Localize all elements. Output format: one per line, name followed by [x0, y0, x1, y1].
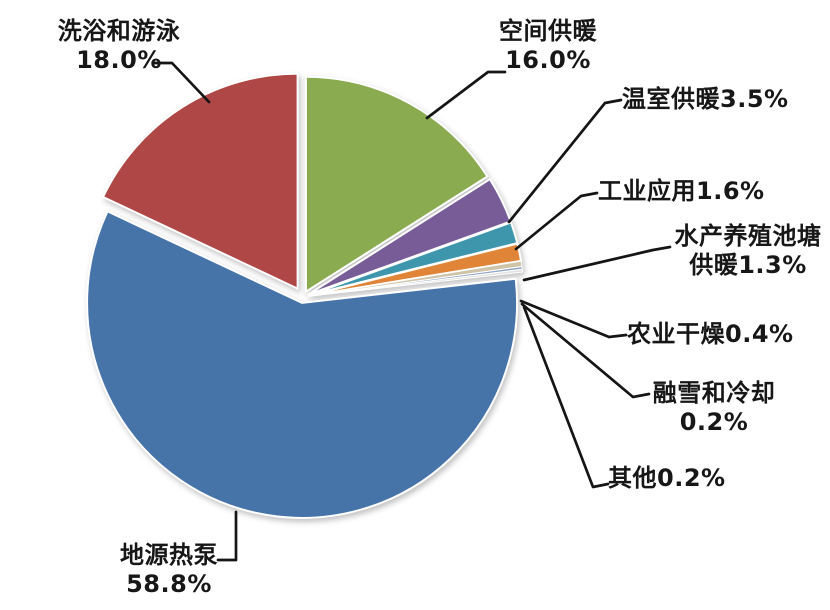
pie-slice-ground-source-heat-pump — [86, 210, 519, 519]
leader-bathing-swimming — [151, 61, 211, 104]
leader-space-heating — [425, 70, 507, 120]
leader-snow-melting-cooling — [520, 302, 651, 399]
pie-slice-bathing-swimming — [102, 72, 299, 290]
leader-other — [522, 305, 610, 489]
label-aquaculture-pond-value: 供暖1.3% — [689, 251, 807, 280]
label-bathing-swimming-value: 18.0% — [76, 46, 162, 75]
label-snow-melting-cooling: 融雪和冷却 0.2% — [644, 379, 784, 438]
label-snow-melting-cooling-name: 融雪和冷却 — [652, 379, 776, 407]
leader-lines — [151, 61, 672, 562]
label-ground-source-heat-pump: 地源热泵 58.8% — [99, 541, 239, 600]
label-greenhouse-heating-text: 温室供暖3.5% — [622, 85, 789, 113]
label-agricultural-drying: 农业干燥0.4% — [627, 320, 794, 349]
leader-ground-source-heat-pump — [216, 510, 238, 562]
label-industrial-use: 工业应用1.6% — [598, 177, 765, 206]
leader-industrial-use — [514, 191, 599, 251]
label-ground-source-heat-pump-value: 58.8% — [126, 570, 212, 599]
label-industrial-use-text: 工业应用1.6% — [598, 177, 765, 205]
label-bathing-swimming: 洗浴和游泳 18.0% — [39, 17, 199, 76]
leader-aquaculture-pond — [522, 245, 672, 282]
leader-greenhouse-heating — [507, 98, 623, 224]
label-other-text: 其他0.2% — [608, 464, 726, 492]
label-other: 其他0.2% — [608, 464, 726, 493]
pie-slice-space-heating — [304, 75, 489, 293]
label-ground-source-heat-pump-name: 地源热泵 — [120, 541, 218, 569]
label-bathing-swimming-name: 洗浴和游泳 — [57, 17, 181, 45]
label-space-heating-value: 16.0% — [505, 46, 591, 75]
label-aquaculture-pond: 水产养殖池塘 供暖1.3% — [666, 222, 830, 281]
label-space-heating-name: 空间供暖 — [499, 17, 597, 45]
leader-agricultural-drying — [519, 299, 628, 339]
pie-slice-other — [308, 268, 524, 297]
label-space-heating: 空间供暖 16.0% — [468, 17, 628, 76]
label-greenhouse-heating: 温室供暖3.5% — [622, 85, 789, 114]
label-snow-melting-cooling-value: 0.2% — [679, 408, 749, 437]
pie — [86, 72, 524, 519]
label-aquaculture-pond-name: 水产养殖池塘 — [674, 222, 822, 250]
label-agricultural-drying-text: 农业干燥0.4% — [627, 320, 794, 348]
